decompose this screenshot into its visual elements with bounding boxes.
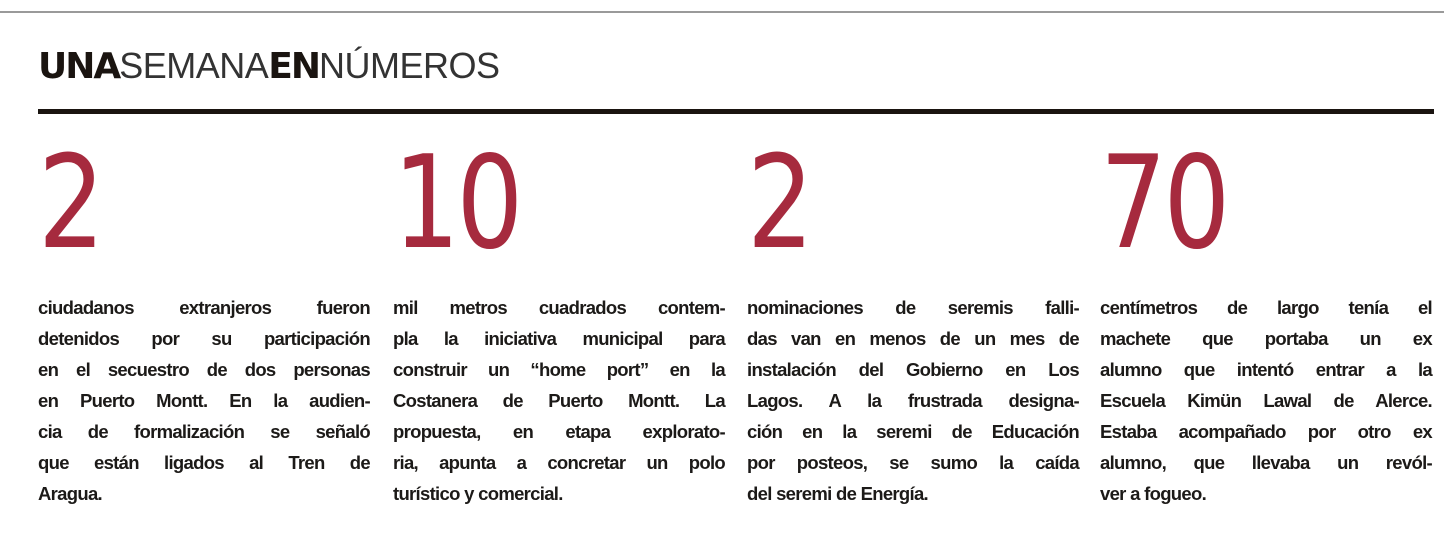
- description-line: ria, apunta a concretar un polo: [393, 452, 726, 473]
- description-line: Lagos. A la frustrada designa-: [747, 390, 1080, 411]
- description-line: nominaciones de seremis falli-: [747, 297, 1080, 318]
- stat-description: mil metros cuadrados contem-pla la inici…: [393, 292, 726, 509]
- stat-column: 70 centímetros de largo tenía el machete q…: [1100, 129, 1433, 509]
- description-line: propuesta, en etapa explorato-: [393, 421, 726, 442]
- stat-description: centímetros de largo tenía el machete que…: [1100, 292, 1433, 509]
- description-line: Estaba acompañado por otro ex: [1100, 421, 1433, 442]
- stat-number: 2: [747, 129, 814, 278]
- description-line: por posteos, se sumo la caída: [747, 452, 1080, 473]
- description-line: del seremi de Energía.: [747, 483, 929, 504]
- description-line: machete que portaba un ex: [1100, 328, 1433, 349]
- stat-number: 10: [393, 129, 523, 278]
- description-line: en Puerto Montt. En la audien-: [38, 390, 371, 411]
- description-line: cia de formalización se señaló: [38, 421, 371, 442]
- description-line: alumno que intentó entrar a la: [1100, 359, 1433, 380]
- top-divider: [0, 11, 1444, 13]
- heading-una: UNA: [38, 46, 121, 87]
- description-line: Escuela Kimün Lawal de Alerce.: [1100, 390, 1433, 411]
- description-line: alumno, que llevaba un revól-: [1100, 452, 1433, 473]
- description-line: turístico y comercial.: [393, 483, 563, 504]
- description-line: Aragua.: [38, 483, 103, 504]
- description-line: que están ligados al Tren de: [38, 452, 371, 473]
- stat-column: 2 nominaciones de seremis falli-das van e…: [747, 129, 1080, 509]
- heading-rule: [38, 109, 1434, 114]
- description-line: construir un “home port” en la: [393, 359, 726, 380]
- description-line: Costanera de Puerto Montt. La: [393, 390, 726, 411]
- stat-description: nominaciones de seremis falli-das van en…: [747, 292, 1080, 509]
- description-line: ver a fogueo.: [1100, 483, 1207, 504]
- heading-numeros: NÚMEROS: [319, 45, 500, 86]
- heading-semana: SEMANA: [119, 45, 269, 86]
- stat-number: 70: [1100, 129, 1230, 278]
- stat-column: 2 ciudadanos extranjeros fueron detenidos …: [38, 129, 371, 509]
- description-line: centímetros de largo tenía el: [1100, 297, 1433, 318]
- stat-description: ciudadanos extranjeros fueron detenidos p…: [38, 292, 371, 509]
- section-heading: UNASEMANAENNÚMEROS: [38, 44, 500, 89]
- description-line: das van en menos de un mes de: [747, 328, 1080, 349]
- description-line: en el secuestro de dos personas: [38, 359, 371, 380]
- description-line: ción en la seremi de Educación: [747, 421, 1080, 442]
- description-line: detenidos por su participación: [38, 328, 371, 349]
- stat-number: 2: [38, 129, 105, 278]
- description-line: pla la iniciativa municipal para: [393, 328, 726, 349]
- description-line: ciudadanos extranjeros fueron: [38, 297, 371, 318]
- description-line: mil metros cuadrados contem-: [393, 297, 726, 318]
- description-line: instalación del Gobierno en Los: [747, 359, 1080, 380]
- heading-en: EN: [268, 46, 321, 87]
- stat-column: 10 mil metros cuadrados contem-pla la ini…: [393, 129, 726, 509]
